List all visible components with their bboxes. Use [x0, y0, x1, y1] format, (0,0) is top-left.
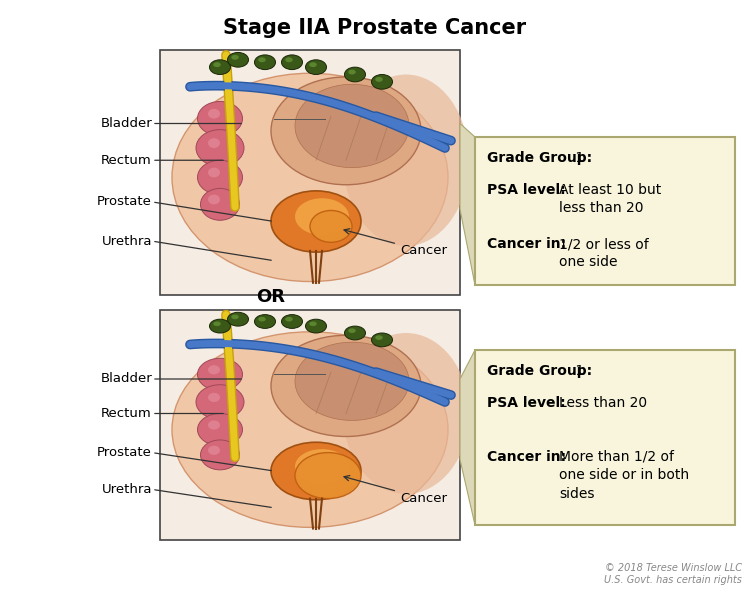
Ellipse shape	[371, 333, 392, 347]
Ellipse shape	[309, 322, 316, 326]
Ellipse shape	[281, 314, 302, 328]
Ellipse shape	[200, 188, 239, 220]
Ellipse shape	[281, 55, 302, 70]
Ellipse shape	[254, 314, 275, 328]
Ellipse shape	[348, 328, 355, 333]
Ellipse shape	[271, 77, 421, 185]
Ellipse shape	[227, 313, 248, 326]
Ellipse shape	[231, 314, 238, 319]
Text: PSA level:: PSA level:	[487, 183, 566, 197]
Ellipse shape	[343, 333, 469, 494]
Ellipse shape	[208, 421, 220, 430]
Text: Urethra: Urethra	[101, 235, 152, 248]
Text: Rectum: Rectum	[101, 407, 152, 420]
Text: Grade Group:: Grade Group:	[487, 151, 592, 165]
FancyBboxPatch shape	[160, 310, 460, 540]
Ellipse shape	[208, 194, 220, 205]
Ellipse shape	[208, 365, 220, 374]
Polygon shape	[460, 350, 475, 525]
FancyBboxPatch shape	[475, 137, 735, 285]
Ellipse shape	[285, 317, 292, 322]
Ellipse shape	[209, 319, 230, 333]
Ellipse shape	[371, 74, 392, 89]
Text: Bladder: Bladder	[100, 117, 152, 130]
Ellipse shape	[197, 101, 242, 136]
Text: Stage IIA Prostate Cancer: Stage IIA Prostate Cancer	[224, 18, 526, 38]
Text: Grade Group:: Grade Group:	[487, 364, 592, 378]
Ellipse shape	[258, 317, 266, 322]
Ellipse shape	[209, 60, 230, 74]
Ellipse shape	[172, 332, 448, 527]
Ellipse shape	[196, 130, 244, 166]
Ellipse shape	[172, 73, 448, 281]
Ellipse shape	[295, 85, 409, 167]
Text: Cancer: Cancer	[344, 229, 447, 257]
Ellipse shape	[343, 74, 469, 246]
Text: 1: 1	[571, 364, 584, 378]
FancyBboxPatch shape	[160, 50, 460, 295]
Text: Cancer in:: Cancer in:	[487, 450, 566, 464]
Ellipse shape	[208, 138, 220, 148]
Ellipse shape	[348, 70, 355, 74]
Ellipse shape	[295, 342, 409, 421]
FancyBboxPatch shape	[475, 350, 735, 525]
Text: Less than 20: Less than 20	[559, 396, 647, 410]
Text: © 2018 Terese Winslow LLC
U.S. Govt. has certain rights: © 2018 Terese Winslow LLC U.S. Govt. has…	[604, 563, 742, 585]
Ellipse shape	[271, 335, 421, 436]
Ellipse shape	[309, 62, 316, 67]
Text: Cancer: Cancer	[344, 476, 447, 505]
Ellipse shape	[208, 167, 220, 178]
Text: More than 1/2 of
one side or in both
sides: More than 1/2 of one side or in both sid…	[559, 450, 689, 501]
Ellipse shape	[227, 52, 248, 67]
Ellipse shape	[213, 62, 220, 67]
Ellipse shape	[305, 60, 326, 74]
Text: Prostate: Prostate	[98, 196, 152, 208]
Ellipse shape	[258, 58, 266, 62]
Ellipse shape	[344, 67, 365, 82]
Ellipse shape	[197, 160, 242, 194]
Text: Prostate: Prostate	[98, 446, 152, 459]
Text: At least 10 but
less than 20: At least 10 but less than 20	[559, 183, 662, 215]
Ellipse shape	[208, 393, 220, 402]
Ellipse shape	[197, 358, 242, 391]
Text: OR: OR	[256, 289, 286, 307]
Ellipse shape	[213, 322, 220, 326]
Ellipse shape	[271, 442, 361, 500]
Ellipse shape	[295, 198, 349, 235]
Text: 1: 1	[571, 151, 584, 165]
Ellipse shape	[231, 55, 238, 60]
Text: Urethra: Urethra	[101, 483, 152, 496]
Ellipse shape	[375, 77, 382, 82]
Text: Bladder: Bladder	[100, 373, 152, 385]
Ellipse shape	[305, 319, 326, 333]
Ellipse shape	[295, 449, 349, 484]
Ellipse shape	[295, 452, 361, 499]
Text: PSA level:: PSA level:	[487, 396, 566, 410]
Text: Cancer in:: Cancer in:	[487, 237, 566, 251]
Text: 1/2 or less of
one side: 1/2 or less of one side	[559, 237, 649, 269]
Polygon shape	[460, 124, 475, 285]
Ellipse shape	[285, 58, 292, 62]
Ellipse shape	[208, 109, 220, 119]
Ellipse shape	[271, 191, 361, 252]
Ellipse shape	[208, 446, 220, 455]
Ellipse shape	[344, 326, 365, 340]
Ellipse shape	[254, 55, 275, 70]
Ellipse shape	[196, 385, 244, 419]
Ellipse shape	[200, 440, 239, 470]
Ellipse shape	[375, 335, 382, 340]
Ellipse shape	[197, 413, 242, 446]
Ellipse shape	[310, 211, 352, 242]
Text: Rectum: Rectum	[101, 154, 152, 167]
